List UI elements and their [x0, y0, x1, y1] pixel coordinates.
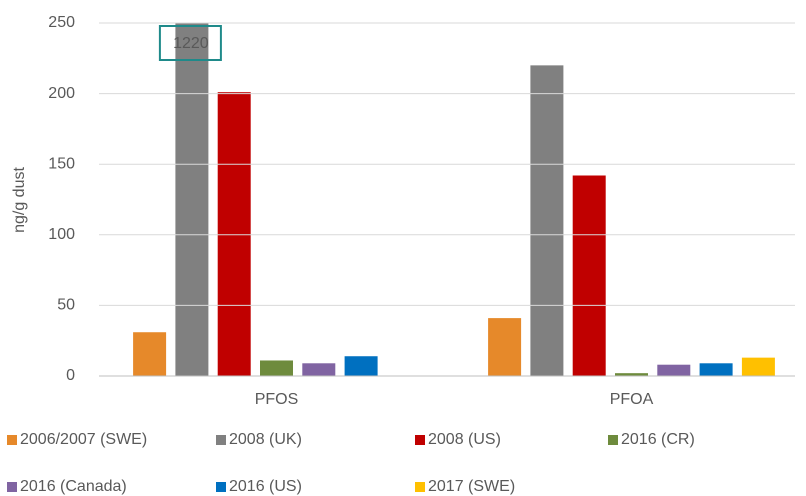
bar: [657, 364, 691, 376]
bar: [530, 65, 564, 377]
label-box: [158, 25, 222, 61]
y-tick-label: 150: [48, 155, 75, 172]
legend-label: 2017 (SWE): [428, 478, 515, 495]
legend-swatch: [216, 435, 226, 445]
legend-swatch: [415, 435, 425, 445]
legend-swatch: [608, 435, 618, 445]
y-tick-label: 50: [57, 297, 75, 314]
bar: [302, 363, 336, 376]
bar: [175, 23, 209, 376]
data-label: 1220: [173, 35, 209, 52]
plot-area: [133, 23, 775, 377]
legend-swatch: [7, 482, 17, 492]
bar: [133, 332, 167, 376]
legend-label: 2016 (US): [229, 478, 302, 495]
bar: [344, 356, 378, 376]
x-tick-label: PFOA: [610, 391, 654, 408]
bar: [741, 357, 775, 376]
legend-label: 2008 (UK): [229, 431, 302, 448]
bar: [572, 175, 606, 376]
y-tick-label: 0: [66, 367, 75, 384]
legend-label: 2016 (CR): [621, 431, 695, 448]
legend-label: 2016 (Canada): [20, 478, 127, 495]
bar: [260, 360, 293, 376]
y-tick-label: 250: [48, 14, 75, 31]
legend-label: 2006/2007 (SWE): [20, 431, 147, 448]
legend-swatch: [216, 482, 226, 492]
legend-label: 2008 (US): [428, 431, 501, 448]
x-tick-label: PFOS: [255, 391, 299, 408]
bar: [699, 363, 733, 376]
legend-swatch: [7, 435, 17, 445]
y-tick-label: 100: [48, 226, 75, 243]
bar: [615, 373, 648, 376]
y-axis-label: ng/g dust: [11, 167, 28, 233]
legend-swatch: [415, 482, 425, 492]
bar: [488, 318, 522, 376]
bar: [217, 92, 251, 377]
y-tick-label: 200: [48, 85, 75, 102]
